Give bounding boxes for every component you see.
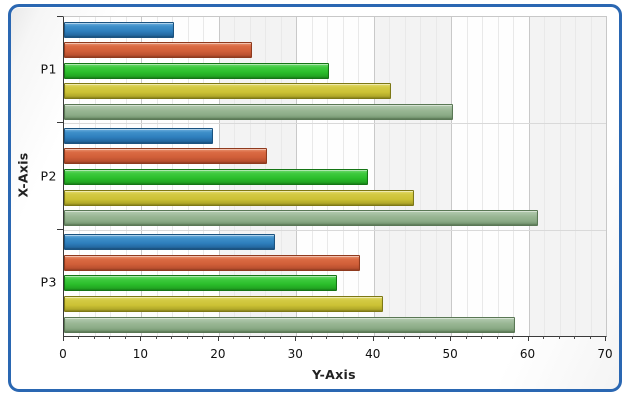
value-axis-tick-label: 10 xyxy=(132,347,149,361)
value-axis-major-tick xyxy=(372,336,374,341)
value-axis-minor-tick xyxy=(543,336,545,339)
plot-shaded-band xyxy=(528,17,606,336)
bar-P3-green xyxy=(64,275,337,292)
value-axis-tick-label: 40 xyxy=(365,347,381,361)
gridline-minor xyxy=(575,17,577,336)
bar-P1-sage xyxy=(64,103,454,120)
value-axis-tick-label: 70 xyxy=(597,347,613,361)
value-axis-minor-tick xyxy=(419,336,421,339)
bar-P2-green xyxy=(64,169,368,186)
value-axis-major-tick xyxy=(217,336,219,341)
bar-P1-red xyxy=(64,42,252,59)
bar-P2-blue xyxy=(64,127,214,144)
value-axis-major-tick xyxy=(605,336,606,341)
value-axis-minor-tick xyxy=(357,336,359,339)
gridline-major xyxy=(373,17,375,336)
category-axis-tick xyxy=(57,122,63,124)
category-label: P3 xyxy=(40,274,57,290)
value-axis-minor-tick xyxy=(202,336,204,339)
gridline-major xyxy=(528,17,530,336)
value-axis-minor-tick xyxy=(310,336,312,339)
gridline-minor xyxy=(590,17,592,336)
value-axis-minor-tick xyxy=(155,336,157,339)
value-axis-minor-tick xyxy=(341,336,343,339)
gridline-minor xyxy=(544,17,546,336)
gridline-minor xyxy=(435,17,437,336)
bar-P3-sage xyxy=(64,316,516,333)
value-axis-minor-tick xyxy=(558,336,560,339)
value-axis-tick-label: 20 xyxy=(210,347,226,361)
category-axis-tick xyxy=(57,228,63,230)
bar-P1-blue xyxy=(64,21,175,38)
value-axis-tick-label: 50 xyxy=(442,347,458,361)
gridline-minor xyxy=(497,17,499,336)
bar-P1-green xyxy=(64,62,330,79)
value-axis-minor-tick xyxy=(512,336,514,339)
value-axis-minor-tick xyxy=(264,336,266,339)
value-axis-tick-label: 60 xyxy=(519,347,536,361)
value-axis-minor-tick xyxy=(93,336,95,339)
value-axis-minor-tick xyxy=(403,336,405,339)
gridline-major xyxy=(451,17,453,336)
group-separator-line xyxy=(64,123,606,125)
value-axis-tick-label: 30 xyxy=(287,347,303,361)
bar-P2-yellow xyxy=(64,189,415,206)
gridline-minor xyxy=(420,17,422,336)
value-axis-minor-tick xyxy=(574,336,576,339)
value-axis-minor-tick xyxy=(434,336,436,339)
value-axis-minor-tick xyxy=(326,336,328,339)
category-axis-tick xyxy=(57,16,63,17)
gridline-minor xyxy=(389,17,391,336)
value-axis-minor-tick xyxy=(233,336,235,339)
value-axis-tick-label: 0 xyxy=(59,347,67,361)
gridline-minor xyxy=(559,17,561,336)
value-axis-minor-tick xyxy=(248,336,250,339)
value-axis-major-tick xyxy=(295,336,297,341)
value-axis-title: Y-Axis xyxy=(312,367,356,382)
gridline-minor xyxy=(466,17,468,336)
bar-P2-red xyxy=(64,148,268,165)
value-axis-major-tick xyxy=(63,336,64,341)
bar-P3-yellow xyxy=(64,295,384,312)
plot-shaded-band xyxy=(373,17,452,336)
value-axis-minor-tick xyxy=(388,336,390,339)
value-axis-major-tick xyxy=(450,336,452,341)
category-label: P2 xyxy=(40,168,57,183)
value-axis-major-tick xyxy=(140,336,142,341)
value-axis-minor-tick xyxy=(78,336,80,339)
gridline-minor xyxy=(513,17,515,336)
bar-P1-yellow xyxy=(64,83,392,100)
value-axis-minor-tick xyxy=(496,336,498,339)
bar-P3-blue xyxy=(64,234,276,251)
value-axis-minor-tick xyxy=(124,336,126,339)
value-axis-minor-tick xyxy=(171,336,173,339)
value-axis-minor-tick xyxy=(481,336,483,339)
value-axis-minor-tick xyxy=(465,336,467,339)
bar-P3-red xyxy=(64,254,361,271)
value-axis-major-tick xyxy=(527,336,529,341)
plot-area xyxy=(63,16,607,337)
value-axis-minor-tick xyxy=(279,336,281,339)
group-separator-line xyxy=(64,229,606,231)
gridline-minor xyxy=(404,17,406,336)
bar-P2-sage xyxy=(64,210,539,227)
value-axis-minor-tick xyxy=(186,336,188,339)
category-label: P1 xyxy=(40,61,57,77)
gridline-minor xyxy=(482,17,484,336)
value-axis-minor-tick xyxy=(109,336,111,339)
value-axis-minor-tick xyxy=(589,336,591,339)
